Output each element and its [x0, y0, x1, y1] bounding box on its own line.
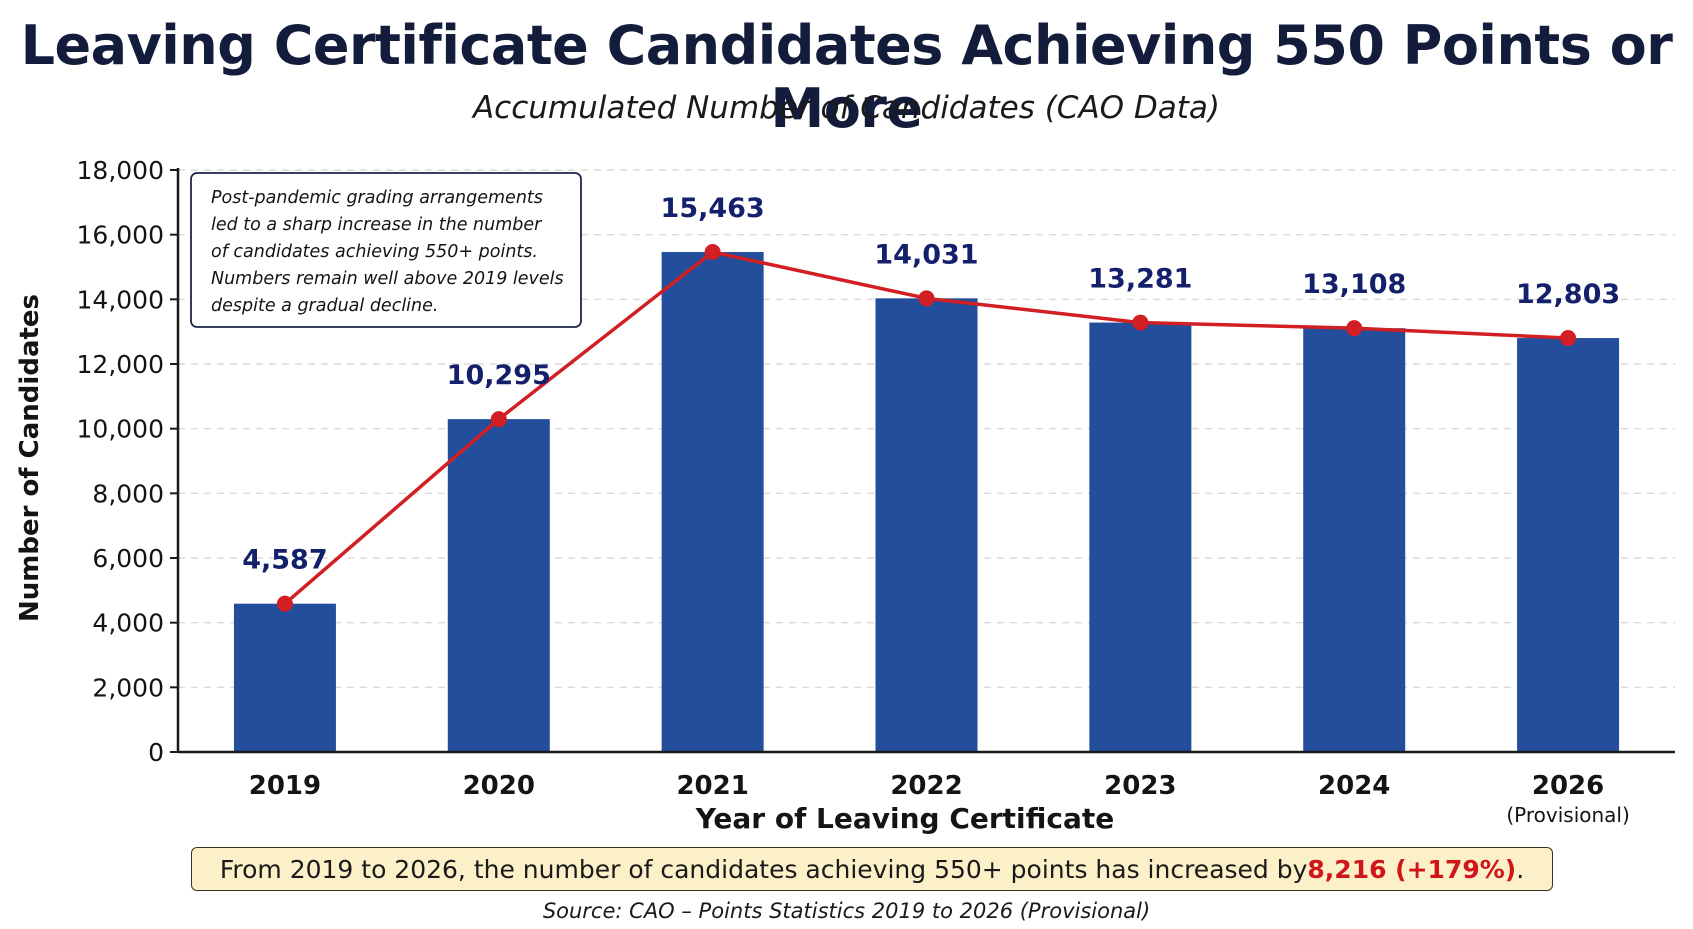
trend-point: [918, 290, 935, 307]
bar-2024: [1303, 328, 1406, 752]
trend-point: [1132, 314, 1149, 331]
summary-highlight: 8,216 (+179%): [1307, 854, 1517, 884]
y-tick-label: 8,000: [92, 479, 164, 508]
y-tick-label: 2,000: [92, 673, 164, 702]
y-tick-label: 14,000: [77, 285, 164, 314]
y-tick-label: 4,000: [92, 609, 164, 638]
x-tick-note: (Provisional): [1506, 803, 1629, 827]
x-tick-label: 2024: [1318, 771, 1390, 801]
chart-subtitle: Accumulated Number of Candidates (CAO Da…: [472, 90, 1221, 126]
data-label: 4,587: [242, 545, 327, 576]
data-label: 10,295: [447, 360, 551, 391]
annotation-line: despite a gradual decline.: [211, 296, 438, 316]
x-tick-label: 2026: [1532, 771, 1604, 801]
y-tick-label: 16,000: [77, 221, 164, 250]
chart-title: Leaving Certificate Candidates Achieving…: [20, 14, 1673, 140]
trend-point: [490, 411, 507, 428]
trend-point: [1346, 320, 1363, 337]
summary-box: From 2019 to 2026, the number of candida…: [191, 847, 1553, 891]
data-label: 14,031: [874, 239, 978, 270]
x-tick-label: 2020: [463, 771, 535, 801]
bar-2022: [875, 298, 978, 752]
bar-2019: [233, 603, 336, 752]
data-label: 12,803: [1516, 279, 1620, 310]
annotation-line: Numbers remain well above 2019 levels: [211, 269, 564, 289]
trend-point: [704, 244, 721, 261]
y-tick-label: 10,000: [77, 415, 164, 444]
y-axis-label: Number of Candidates: [15, 294, 45, 622]
trend-point: [1560, 330, 1577, 347]
summary-text: From 2019 to 2026, the number of candida…: [219, 854, 1308, 884]
data-label: 15,463: [661, 193, 765, 224]
x-tick-label: 2022: [890, 771, 962, 801]
data-label: 13,281: [1088, 264, 1192, 295]
trend-point: [276, 595, 293, 612]
summary-end: .: [1516, 854, 1525, 884]
bar-2026: [1517, 338, 1620, 752]
source-note: Source: CAO – Points Statistics 2019 to …: [542, 899, 1151, 923]
annotation-box: [190, 172, 582, 328]
bar-2023: [1089, 322, 1192, 752]
x-tick-label: 2023: [1104, 771, 1176, 801]
bar-2021: [661, 252, 764, 752]
annotation-line: of candidates achieving 550+ points.: [211, 242, 538, 262]
x-axis-label: Year of Leaving Certificate: [695, 802, 1115, 835]
annotation-line: led to a sharp increase in the number: [211, 215, 543, 235]
y-tick-label: 18,000: [77, 156, 164, 185]
bar-2020: [447, 419, 550, 752]
x-tick-label: 2021: [676, 771, 748, 801]
x-tick-label: 2019: [249, 771, 321, 801]
y-tick-label: 12,000: [77, 350, 164, 379]
annotation-line: Post-pandemic grading arrangements: [211, 188, 543, 208]
y-tick-label: 0: [148, 738, 164, 767]
bar-chart: 0 2,000 4,000 6,000 8,000 10,000 12,000 14,000 1…: [15, 156, 1675, 835]
data-label: 13,108: [1302, 269, 1406, 300]
y-tick-label: 6,000: [92, 544, 164, 573]
